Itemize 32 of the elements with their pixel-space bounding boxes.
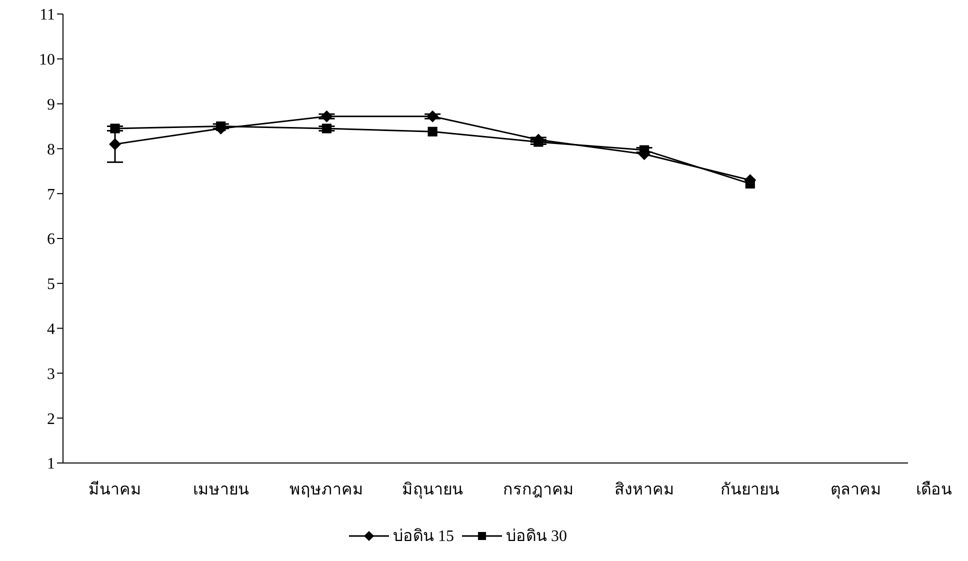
point [216, 121, 226, 132]
y-tick-label: 7 [47, 186, 55, 204]
x-tick-label: สิงหาคม [614, 481, 674, 498]
x-tick-label: กันยายน [720, 481, 780, 498]
y-tick-label: 5 [47, 276, 55, 294]
point [426, 110, 439, 122]
x-tick-label: มีนาคม [88, 480, 142, 498]
point [639, 145, 650, 155]
x-tick-label: กรกฎาคม [502, 481, 574, 498]
point [745, 178, 755, 189]
y-tick-label: 2 [47, 410, 55, 428]
point [109, 138, 121, 150]
x-tick-label: มิถุนายน [402, 481, 464, 500]
x-tick-label: ตุลาคม [830, 481, 882, 500]
point [428, 126, 438, 136]
point [110, 124, 120, 134]
x-axis-title: เดือน [916, 480, 952, 499]
legend-label: บ่อดิน 30 [506, 527, 567, 547]
y-tick-label: 8 [47, 141, 55, 158]
y-tick-label: 10 [39, 52, 55, 69]
y-tick-label: 1 [47, 456, 55, 473]
y-tick-label: 11 [40, 6, 55, 24]
y-tick-label: 3 [47, 366, 55, 383]
legend-label: บ่อดิน 15 [393, 527, 454, 547]
x-tick-label: เมษายน [192, 481, 249, 498]
point [534, 137, 544, 147]
y-tick-label: 6 [47, 231, 55, 248]
point [320, 110, 333, 122]
point [322, 124, 332, 134]
x-tick-label: พฤษภาคม [290, 481, 364, 498]
y-tick-label: 9 [47, 96, 55, 114]
y-tick-label: 4 [47, 320, 55, 338]
